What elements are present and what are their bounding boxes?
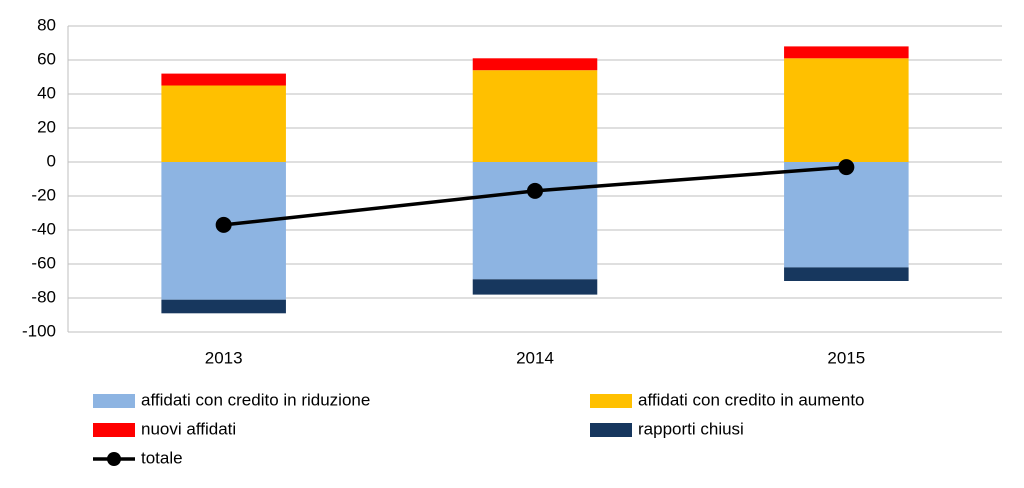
y-tick-label: 60	[37, 49, 56, 68]
total-point	[527, 182, 543, 199]
bar-segment	[784, 267, 909, 281]
legend-label: affidati con credito in aumento	[638, 390, 865, 409]
legend-label: nuovi affidati	[141, 419, 236, 438]
legend-swatch	[590, 394, 632, 408]
y-tick-label: -60	[31, 253, 56, 272]
y-tick-label: -40	[31, 219, 56, 238]
legend-label: rapporti chiusi	[638, 419, 744, 438]
y-tick-label: -80	[31, 287, 56, 306]
legend-swatch	[93, 394, 135, 408]
bar-segment	[784, 162, 909, 268]
x-tick-label: 2014	[516, 348, 554, 367]
y-tick-label: 20	[37, 117, 56, 136]
bar-segment	[161, 73, 286, 86]
y-tick-label: 0	[47, 151, 56, 170]
bar-segment	[161, 85, 286, 162]
bar-segment	[472, 279, 598, 295]
total-point	[215, 216, 232, 233]
y-tick-label: 40	[37, 83, 56, 102]
y-tick-label: -100	[22, 321, 56, 340]
y-tick-label: 80	[37, 15, 56, 34]
total-point	[838, 159, 855, 176]
legend-label: affidati con credito in riduzione	[141, 390, 370, 409]
bar-segment	[784, 46, 909, 59]
legend-swatch	[93, 423, 135, 437]
x-tick-label: 2013	[205, 348, 243, 367]
y-tick-label: -20	[31, 185, 56, 204]
bar-segment	[472, 58, 598, 71]
bar-segment	[472, 162, 598, 280]
bar-segment	[784, 58, 909, 162]
legend-label: totale	[141, 448, 183, 467]
legend-marker	[107, 452, 121, 466]
bar-segment	[472, 70, 598, 162]
x-tick-label: 2015	[827, 348, 865, 367]
legend-swatch	[590, 423, 632, 437]
bar-segment	[161, 299, 286, 314]
